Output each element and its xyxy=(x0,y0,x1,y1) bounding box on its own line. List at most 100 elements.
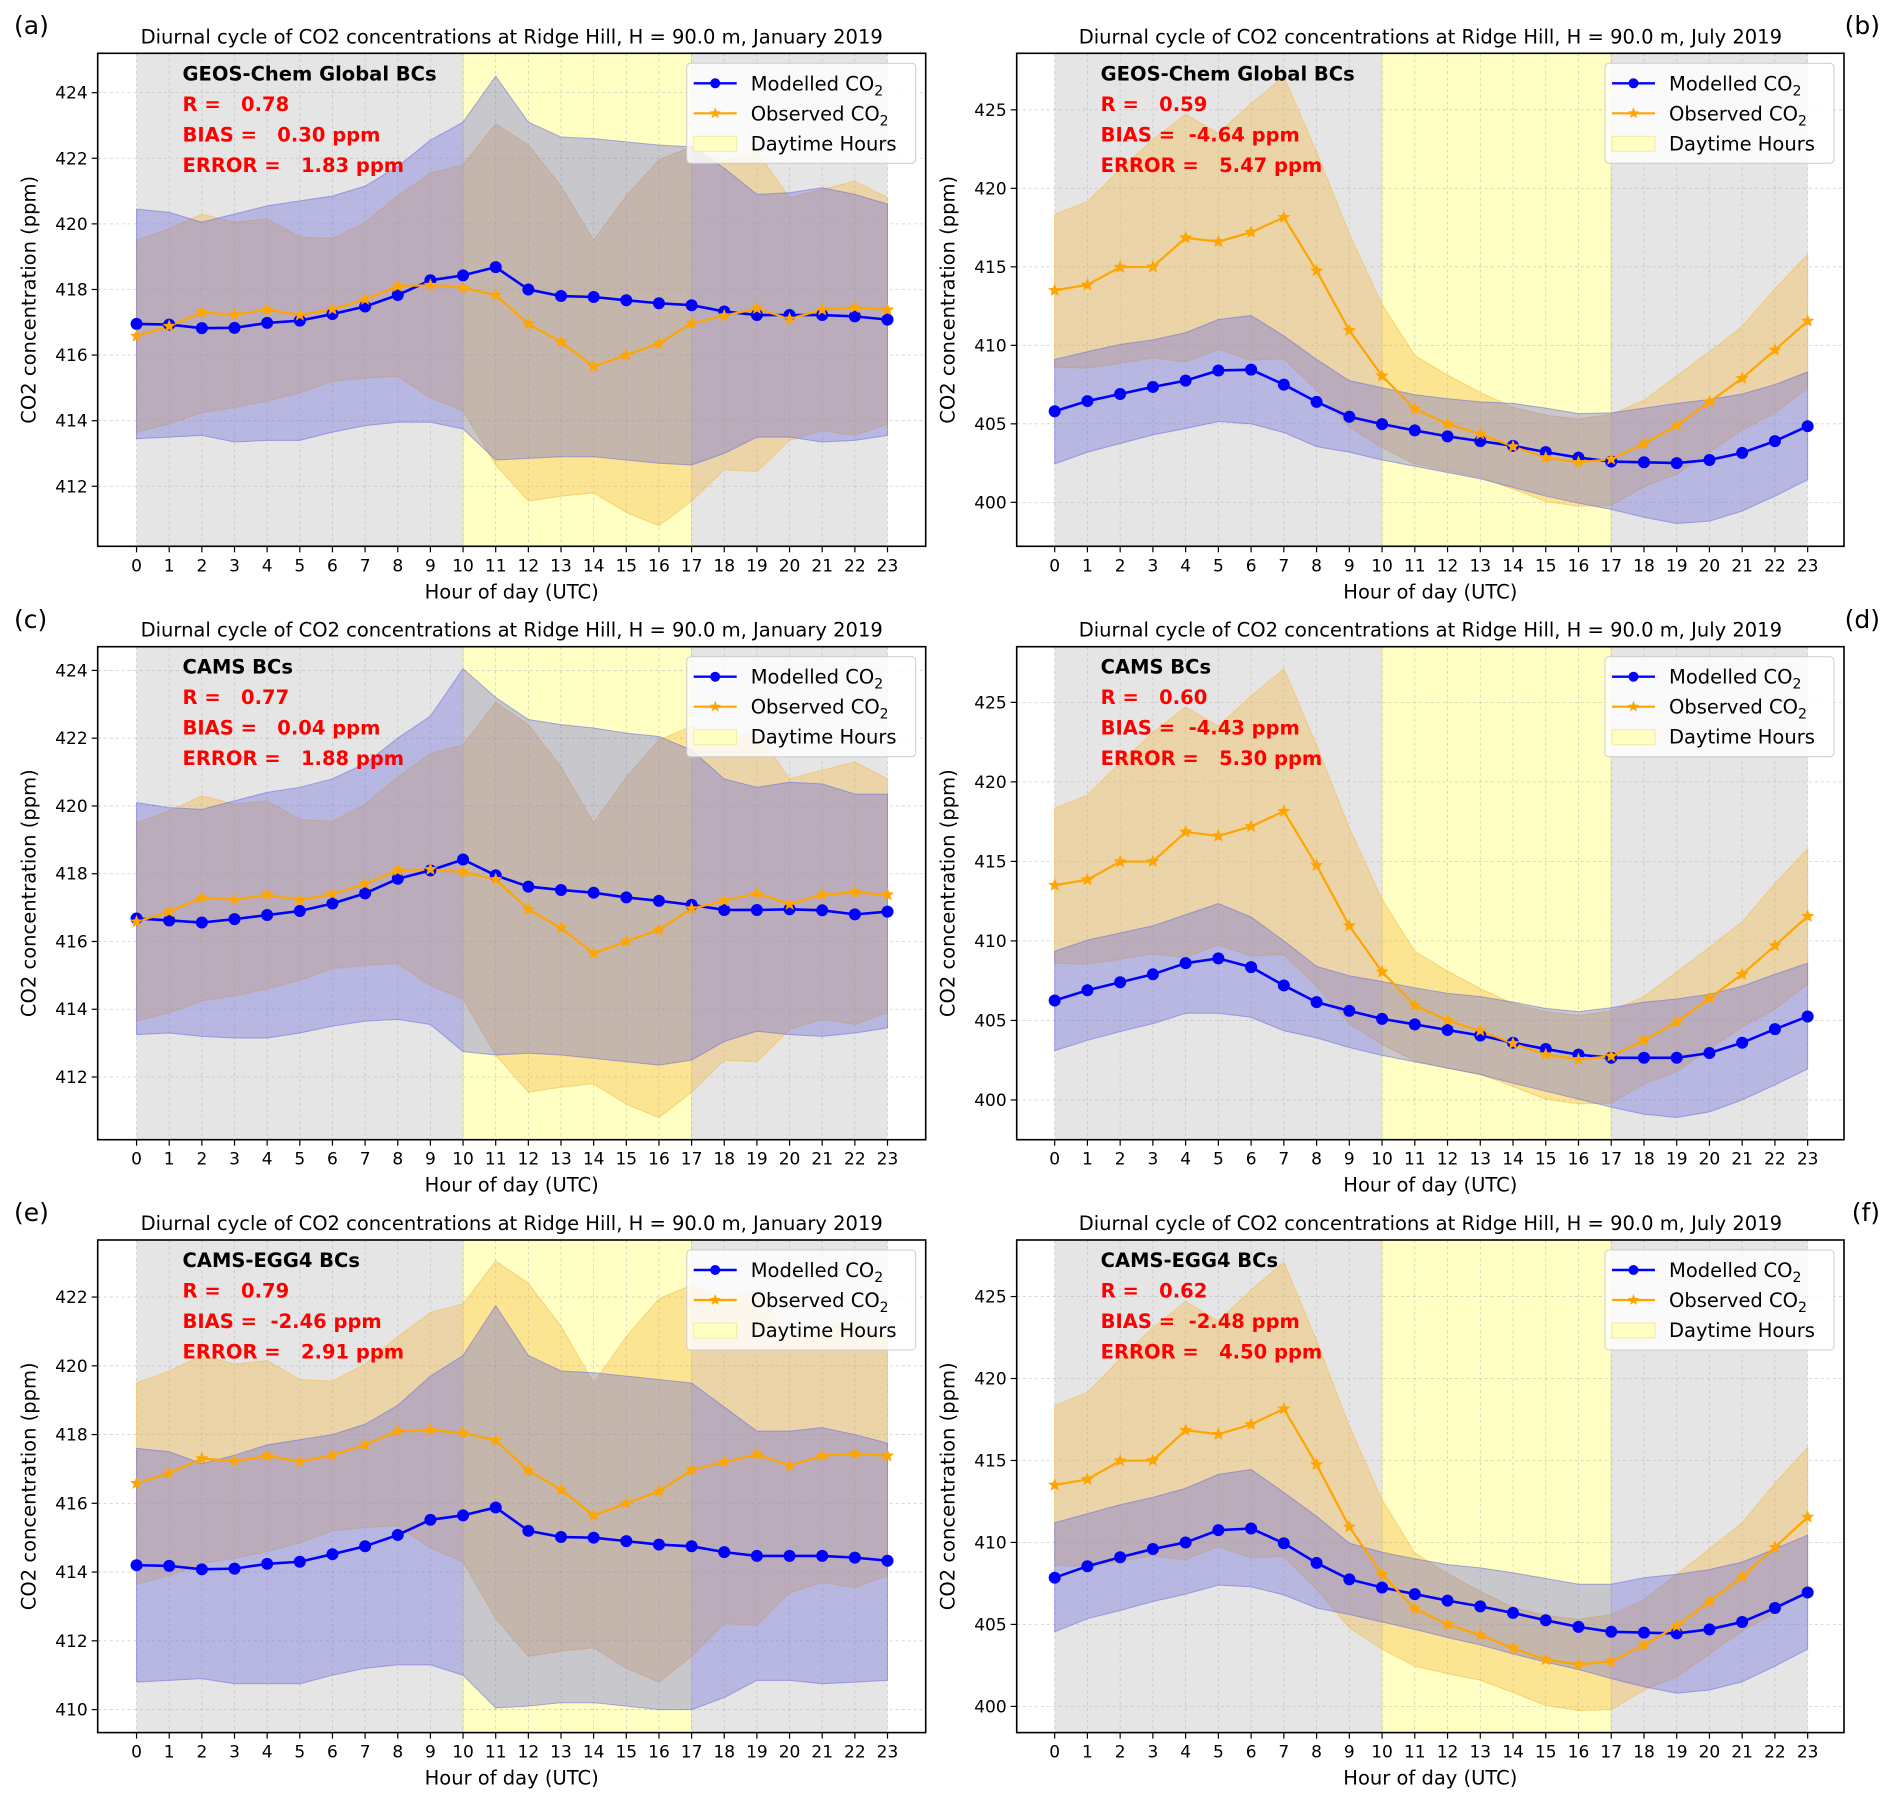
modelled-range-band xyxy=(1054,1468,1809,1694)
observed-line xyxy=(136,868,888,955)
axes-frame xyxy=(96,645,927,1141)
observed-point xyxy=(684,1462,699,1476)
modelled-point xyxy=(652,1538,665,1551)
x-tick-label: 3 xyxy=(1147,1150,1158,1170)
observed-line xyxy=(136,284,888,368)
observed-point xyxy=(129,329,144,342)
modelled-point xyxy=(359,1540,372,1553)
legend-daytime-swatch-icon xyxy=(693,1322,738,1339)
x-tick-label: 7 xyxy=(360,1743,371,1763)
x-tick-label: 19 xyxy=(1666,1743,1688,1763)
y-tick-label: 424 xyxy=(55,661,87,681)
y-tick-label: 405 xyxy=(974,1615,1006,1635)
modelled-point xyxy=(685,1540,698,1553)
y-tick-label: 410 xyxy=(974,336,1006,356)
y-tick-label: 425 xyxy=(974,693,1006,713)
modelled-point xyxy=(587,886,600,899)
chart-title: Diurnal cycle of CO2 concentrations at R… xyxy=(1079,1212,1782,1235)
y-tick-label: 415 xyxy=(974,1451,1006,1471)
stat-error: ERROR = 5.30 ppm xyxy=(1101,747,1323,770)
modelled-point xyxy=(620,1535,633,1548)
observed-point xyxy=(1637,436,1651,450)
modelled-point xyxy=(1114,976,1127,989)
x-tick-label: 22 xyxy=(1764,1743,1786,1763)
observed-point xyxy=(423,278,438,291)
legend-daytime-label: Daytime Hours xyxy=(1669,1319,1815,1342)
observed-point xyxy=(1670,418,1684,432)
legend-observed-text: Observed CO xyxy=(751,696,880,719)
x-tick-label: 15 xyxy=(1535,1150,1557,1170)
modelled-point xyxy=(457,853,470,866)
modelled-point xyxy=(620,891,633,904)
legend-box xyxy=(1604,656,1835,758)
x-tick-label: 9 xyxy=(1344,556,1355,576)
y-tick-label: 420 xyxy=(974,773,1006,793)
plot-area xyxy=(97,646,926,1140)
x-tick-label: 8 xyxy=(392,556,403,576)
modelled-point xyxy=(1507,1606,1520,1619)
observed-point xyxy=(750,301,764,315)
x-tick-label: 0 xyxy=(131,556,142,576)
modelled-point xyxy=(1146,380,1159,393)
daytime-shade xyxy=(462,646,693,1140)
legend-modelled-marker-icon xyxy=(1628,671,1639,682)
x-tick-label: 19 xyxy=(746,1743,768,1763)
x-tick-label: 6 xyxy=(327,556,338,576)
x-tick-label: 10 xyxy=(452,556,474,576)
observed-point xyxy=(1539,1047,1553,1061)
modelled-point xyxy=(326,897,339,910)
observed-point xyxy=(1637,1033,1651,1046)
x-tick-label: 19 xyxy=(1666,556,1688,576)
x-tick-label: 4 xyxy=(262,1150,273,1170)
modelled-point xyxy=(1605,1625,1618,1638)
panel-f: (f) Diurnal cycle of CO2 concentrations a… xyxy=(937,1198,1880,1790)
panel-label: (c) xyxy=(14,605,47,634)
modelled-point xyxy=(750,1549,763,1562)
y-axis-label: CO2 concentration (ppm) xyxy=(937,176,960,424)
legend-subscript: 2 xyxy=(880,1300,889,1316)
x-tick-label: 8 xyxy=(1311,556,1322,576)
modelled-point xyxy=(1277,1537,1290,1550)
modelled-point xyxy=(228,913,241,926)
x-tick-label: 9 xyxy=(425,1150,436,1170)
x-tick-label: 13 xyxy=(550,556,572,576)
stat-error: ERROR = 4.50 ppm xyxy=(1101,1341,1323,1364)
x-tick-label: 11 xyxy=(1404,1150,1426,1170)
plot-area xyxy=(97,1240,926,1733)
observed-point xyxy=(1768,343,1782,356)
x-tick-label: 20 xyxy=(1699,1150,1721,1170)
stat-error: ERROR = 1.88 ppm xyxy=(183,747,405,770)
x-tick-label: 14 xyxy=(1502,1150,1524,1170)
model-name: CAMS-EGG4 BCs xyxy=(183,1249,360,1272)
observed-point xyxy=(1539,1652,1553,1666)
y-tick-label: 416 xyxy=(55,1494,87,1514)
modelled-point xyxy=(522,880,535,893)
modelled-point xyxy=(1572,1620,1585,1633)
observed-point xyxy=(260,887,274,901)
observed-point xyxy=(1309,1457,1324,1471)
modelled-point xyxy=(587,1531,600,1544)
y-tick-label: 410 xyxy=(974,932,1006,952)
modelled-point xyxy=(228,321,241,334)
modelled-point xyxy=(1376,1012,1389,1025)
modelled-range-band xyxy=(136,75,888,466)
modelled-point xyxy=(1179,957,1192,970)
x-tick-label: 15 xyxy=(1535,1743,1557,1763)
x-tick-label: 18 xyxy=(713,1743,735,1763)
modelled-point xyxy=(1081,984,1094,997)
y-tick-label: 414 xyxy=(55,1563,87,1583)
observed-point xyxy=(325,887,340,900)
x-tick-label: 11 xyxy=(1404,1743,1426,1763)
modelled-point xyxy=(1245,1522,1258,1535)
legend-observed-label: Observed CO2 xyxy=(751,1289,889,1316)
chart-title: Diurnal cycle of CO2 concentrations at R… xyxy=(141,1212,883,1235)
observed-point xyxy=(880,1448,895,1462)
panel-label: (b) xyxy=(1845,11,1880,40)
modelled-point xyxy=(1637,456,1650,469)
x-tick-label: 1 xyxy=(164,556,175,576)
legend-daytime-label: Daytime Hours xyxy=(751,1319,897,1342)
y-tick-label: 422 xyxy=(55,729,87,749)
observed-point xyxy=(1342,323,1356,337)
modelled-range-band xyxy=(136,667,888,1066)
observed-point xyxy=(554,1482,568,1496)
